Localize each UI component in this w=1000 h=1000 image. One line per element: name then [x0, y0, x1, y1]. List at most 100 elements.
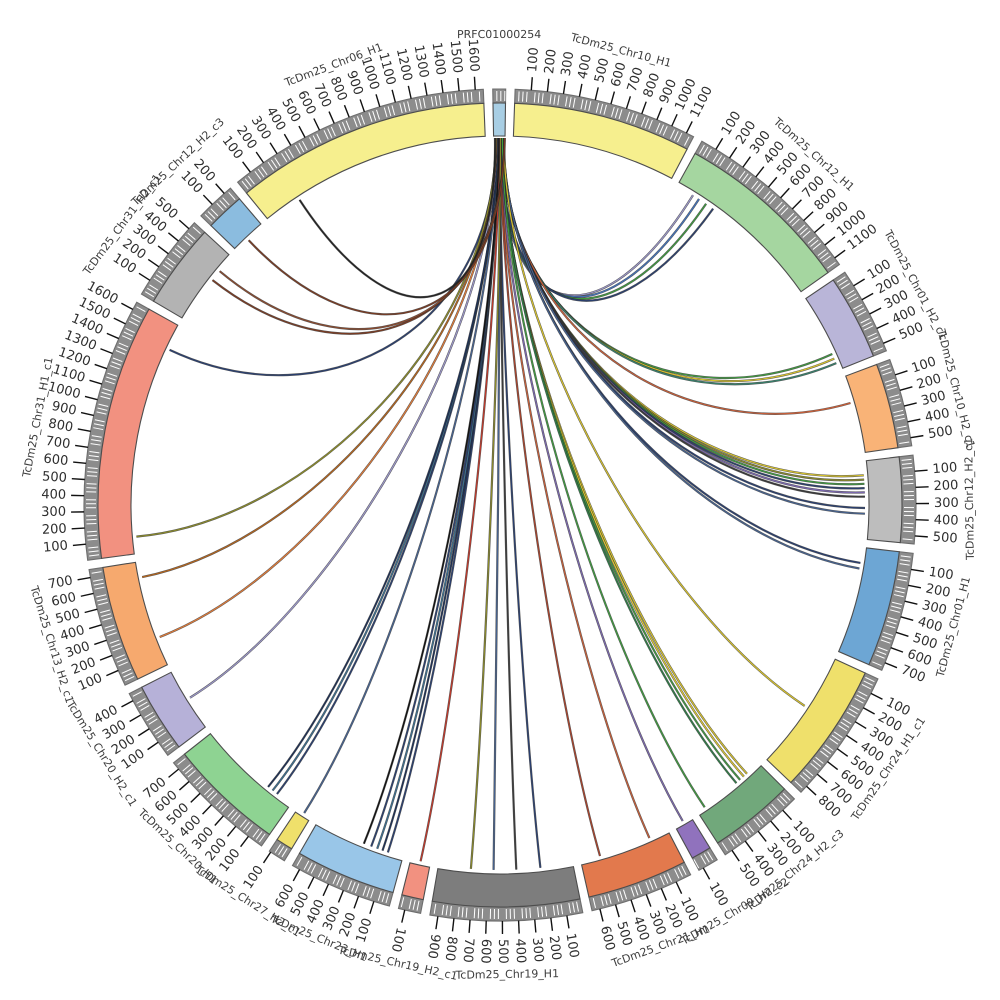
tick-label: 100: [562, 932, 581, 959]
minor-tick: [887, 386, 897, 391]
minor-tick: [112, 646, 123, 652]
minor-tick: [102, 617, 113, 621]
major-tick: [75, 444, 89, 448]
minor-tick: [152, 725, 162, 732]
major-tick: [424, 82, 428, 96]
major-tick: [884, 662, 898, 669]
segment-band: [102, 561, 169, 680]
minor-tick: [102, 388, 113, 392]
minor-tick: [882, 371, 893, 376]
major-tick: [894, 370, 908, 376]
major-tick: [129, 714, 142, 723]
major-tick: [914, 535, 928, 538]
minor-tick: [763, 190, 771, 200]
minor-tick: [856, 694, 866, 701]
minor-tick: [856, 310, 867, 317]
minor-tick: [138, 701, 148, 708]
minor-tick: [87, 475, 98, 477]
tick-label: 500: [613, 920, 634, 948]
minor-tick: [744, 175, 752, 185]
major-tick: [660, 888, 668, 901]
minor-tick: [123, 672, 133, 678]
major-tick: [369, 901, 375, 915]
minor-tick: [204, 787, 212, 796]
major-tick: [910, 434, 924, 439]
minor-tick: [807, 236, 816, 244]
minor-tick: [757, 185, 765, 195]
minor-tick: [207, 211, 216, 219]
minor-tick: [525, 91, 528, 102]
minor-tick: [104, 624, 115, 629]
minor-tick: [890, 398, 901, 402]
minor-tick: [172, 251, 181, 259]
minor-tick: [529, 907, 532, 918]
link-curve: [503, 137, 806, 707]
minor-tick: [206, 790, 215, 799]
minor-tick: [101, 391, 112, 396]
major-tick: [77, 428, 91, 432]
minor-tick: [885, 382, 896, 387]
minor-tick: [588, 100, 592, 111]
major-tick: [269, 142, 278, 155]
minor-tick: [351, 881, 356, 892]
minor-tick: [810, 762, 819, 771]
minor-tick: [164, 261, 174, 268]
minor-tick: [533, 92, 536, 103]
minor-tick: [700, 855, 707, 865]
minor-tick: [537, 92, 540, 103]
tick-label: 600: [477, 939, 493, 964]
minor-tick: [777, 204, 786, 213]
minor-tick: [422, 98, 426, 109]
tick-label: 100: [928, 565, 955, 584]
minor-tick: [812, 759, 822, 768]
minor-tick: [604, 895, 608, 906]
minor-tick: [845, 289, 855, 296]
minor-tick: [123, 331, 134, 337]
minor-tick: [122, 335, 132, 341]
minor-tick: [94, 586, 105, 590]
minor-tick: [157, 731, 167, 739]
minor-tick: [449, 905, 452, 917]
major-tick: [468, 919, 471, 933]
tick-label: 600: [608, 61, 629, 89]
minor-tick: [611, 106, 615, 117]
segment-label: TcDm25_Chr19_H1: [454, 967, 559, 982]
minor-tick: [89, 451, 100, 454]
major-tick: [780, 187, 790, 199]
minor-tick: [903, 482, 914, 485]
tick-label: 300: [41, 505, 66, 520]
minor-tick: [894, 417, 905, 421]
minor-tick: [430, 96, 434, 107]
minor-tick: [810, 239, 819, 247]
minor-tick: [902, 474, 913, 477]
minor-tick: [360, 114, 366, 125]
minor-tick: [794, 780, 803, 789]
major-tick: [806, 785, 817, 796]
minor-tick: [230, 811, 238, 820]
minor-tick: [187, 770, 196, 778]
minor-tick: [155, 728, 164, 735]
minor-tick: [477, 908, 480, 919]
minor-tick: [219, 200, 227, 209]
segment-band: [401, 862, 431, 901]
major-tick: [904, 600, 918, 605]
major-tick: [77, 576, 91, 581]
minor-tick: [899, 441, 910, 445]
minor-tick: [893, 409, 904, 414]
minor-tick: [753, 819, 761, 828]
minor-tick: [111, 643, 121, 648]
minor-tick: [572, 97, 576, 108]
minor-tick: [438, 95, 442, 106]
tick-label: 300: [921, 598, 949, 618]
segment-band: [492, 102, 507, 137]
minor-tick: [140, 705, 150, 711]
minor-tick: [600, 896, 604, 907]
minor-tick: [768, 806, 776, 815]
minor-tick: [327, 128, 333, 138]
minor-tick: [640, 116, 646, 127]
minor-tick: [372, 110, 377, 121]
major-tick: [755, 166, 765, 178]
major-tick: [908, 584, 922, 589]
minor-tick: [900, 559, 911, 562]
minor-tick: [90, 443, 101, 446]
